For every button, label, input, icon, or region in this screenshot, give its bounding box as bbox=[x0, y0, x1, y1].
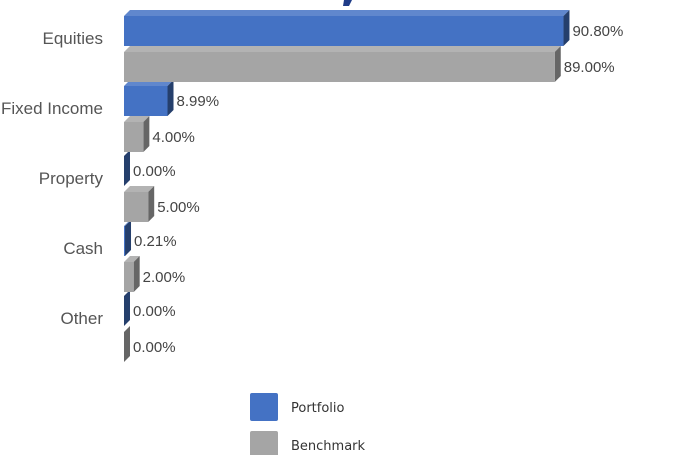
bars-layer bbox=[124, 10, 570, 362]
legend-swatch-benchmark bbox=[250, 431, 278, 455]
value-label-portfolio-4: 0.21% bbox=[134, 233, 177, 250]
bar-portfolio-cash bbox=[124, 220, 132, 256]
legend-item-benchmark: Benchmark bbox=[250, 431, 366, 455]
value-label-benchmark-5: 0.00% bbox=[133, 339, 176, 356]
bar-benchmark-other bbox=[124, 326, 130, 362]
bar-portfolio-property bbox=[124, 150, 130, 186]
legend-swatch-portfolio bbox=[250, 393, 278, 421]
category-labels: Equities Fixed Income Property Cash Other bbox=[1, 29, 104, 328]
category-label-other: Other bbox=[60, 309, 103, 328]
legend-label-portfolio: Portfolio bbox=[291, 401, 345, 416]
bar-benchmark-property bbox=[124, 186, 155, 222]
bar-benchmark-equities bbox=[124, 46, 561, 82]
value-label-benchmark-3: 5.00% bbox=[157, 199, 200, 216]
value-labels: 90.80% 8.99% 0.00% 0.21% 0.00% 89.00% 4.00% 5.0… bbox=[133, 23, 623, 356]
value-label-portfolio-3: 0.00% bbox=[133, 163, 176, 180]
bar-benchmark-fixed-income bbox=[124, 116, 150, 152]
bar-portfolio-fixed-income bbox=[124, 80, 174, 116]
category-label-property: Property bbox=[39, 169, 104, 188]
chart-title-fragment bbox=[343, 0, 352, 6]
value-label-portfolio-1: 90.80% bbox=[572, 23, 623, 40]
bar-benchmark-cash bbox=[124, 256, 140, 292]
category-label-cash: Cash bbox=[63, 239, 103, 258]
value-label-benchmark-1: 89.00% bbox=[564, 59, 615, 76]
category-label-equities: Equities bbox=[43, 29, 103, 48]
title-clipped-fragment bbox=[343, 0, 352, 6]
bar-portfolio-equities bbox=[124, 10, 570, 46]
bar-portfolio-other bbox=[124, 290, 130, 326]
legend: Portfolio Benchmark bbox=[250, 393, 366, 455]
value-label-portfolio-5: 0.00% bbox=[133, 303, 176, 320]
value-label-benchmark-4: 2.00% bbox=[143, 269, 186, 286]
legend-label-benchmark: Benchmark bbox=[291, 439, 366, 454]
legend-item-portfolio: Portfolio bbox=[250, 393, 345, 421]
value-label-portfolio-2: 8.99% bbox=[177, 93, 220, 110]
category-label-fixed-income: Fixed Income bbox=[1, 99, 103, 118]
value-label-benchmark-2: 4.00% bbox=[152, 129, 195, 146]
